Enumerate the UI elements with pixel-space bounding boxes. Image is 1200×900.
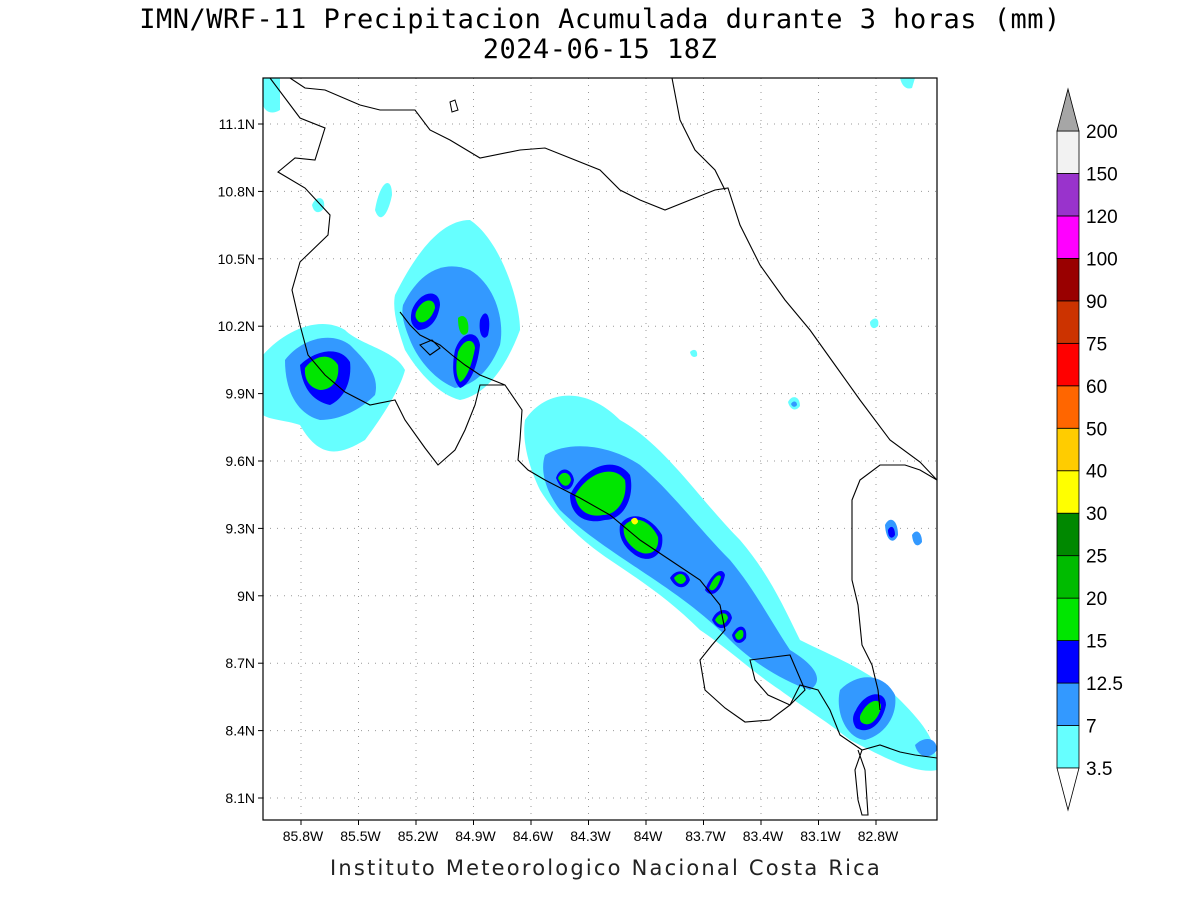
colorbar-label: 12.5 xyxy=(1086,674,1123,695)
colorbar-box xyxy=(1056,215,1080,259)
colorbar-low-arrow xyxy=(1056,767,1080,812)
latitude-label: 11.1N xyxy=(219,116,255,132)
colorbar-label: 40 xyxy=(1086,462,1107,483)
colorbar-label: 25 xyxy=(1086,547,1107,568)
longitude-label: 82.8W xyxy=(858,828,899,844)
colorbar-box xyxy=(1056,385,1080,429)
latitude-label: 10.2N xyxy=(218,318,255,334)
longitude-label: 85.2W xyxy=(398,828,439,844)
colorbar-box xyxy=(1056,725,1080,769)
longitude-label: 84W xyxy=(634,828,664,844)
colorbar-box xyxy=(1056,597,1080,642)
colorbar-box xyxy=(1056,342,1080,387)
colorbar-box xyxy=(1056,682,1080,726)
footer-credit: Instituto Meteorologico Nacional Costa R… xyxy=(330,856,882,880)
latitude-label: 8.1N xyxy=(225,790,255,806)
colorbar-label: 20 xyxy=(1086,589,1107,610)
country-border xyxy=(289,78,937,801)
latitude-label: 10.8N xyxy=(218,183,255,199)
longitude-label: 85.5W xyxy=(340,828,381,844)
longitude-label: 83.1W xyxy=(800,828,841,844)
latitude-label: 9N xyxy=(237,588,255,604)
colorbar-label: 100 xyxy=(1086,249,1118,270)
colorbar-box xyxy=(1056,512,1080,557)
colorbar-label: 150 xyxy=(1086,164,1118,185)
precip-spots xyxy=(263,78,922,546)
colorbar-box xyxy=(1056,640,1080,684)
colorbar-box xyxy=(1056,555,1080,599)
colorbar-label: 3.5 xyxy=(1086,759,1112,780)
map-frame xyxy=(262,77,938,821)
colorbar-label: 50 xyxy=(1086,419,1107,440)
colorbar-label: 90 xyxy=(1086,292,1107,313)
longitude-labels: 85.8W 85.5W 85.2W 84.9W 84.6W 84.3W 84W 83.7W 83… xyxy=(283,820,899,844)
colorbar-label: 120 xyxy=(1086,207,1118,228)
longitude-label: 84.9W xyxy=(455,828,496,844)
precip-field-nw xyxy=(263,324,405,452)
latitude-labels: 11.1N 10.8N 10.5N 10.2N 9.9N 9.6N 9.3N 9N 8.7N 8.… xyxy=(218,116,263,806)
latitude-label: 8.7N xyxy=(225,655,255,671)
colorbar: 3.5 7 12.5 15 20 25 30 40 50 60 75 90 100 120 150 200 xyxy=(1056,87,1123,812)
colorbar-label: 15 xyxy=(1086,632,1107,653)
latitude-label: 9.3N xyxy=(225,520,255,536)
longitude-label: 83.4W xyxy=(743,828,784,844)
colorbar-box xyxy=(1056,257,1080,302)
map-date: 2024-06-15 18Z xyxy=(482,34,718,65)
colorbar-label: 60 xyxy=(1086,377,1107,398)
latitude-label: 10.5N xyxy=(218,251,255,267)
colorbar-high-arrow xyxy=(1056,87,1080,132)
colorbar-label: 7 xyxy=(1086,717,1097,738)
colorbar-label: 200 xyxy=(1086,122,1118,143)
latitude-label: 9.9N xyxy=(225,386,255,402)
longitude-label: 84.6W xyxy=(513,828,554,844)
colorbar-label: 75 xyxy=(1086,334,1107,355)
precip-field-southeast xyxy=(838,677,937,757)
latitude-label: 9.6N xyxy=(225,453,255,469)
colorbar-box xyxy=(1056,300,1080,344)
longitude-label: 83.7W xyxy=(685,828,726,844)
colorbar-box xyxy=(1056,470,1080,514)
longitude-label: 85.8W xyxy=(283,828,324,844)
latitude-label: 8.4N xyxy=(225,723,255,739)
colorbar-label: 30 xyxy=(1086,504,1107,525)
map-title: IMN/WRF-11 Precipitacion Acumulada duran… xyxy=(139,4,1061,35)
precip-field-guanacaste xyxy=(394,220,520,400)
lake-outline xyxy=(449,99,459,113)
colorbar-box xyxy=(1056,130,1080,174)
coastline xyxy=(269,78,937,816)
longitude-label: 84.3W xyxy=(570,828,611,844)
precip-field-central-band xyxy=(524,395,937,771)
colorbar-box xyxy=(1056,427,1080,472)
colorbar-box xyxy=(1056,173,1080,217)
